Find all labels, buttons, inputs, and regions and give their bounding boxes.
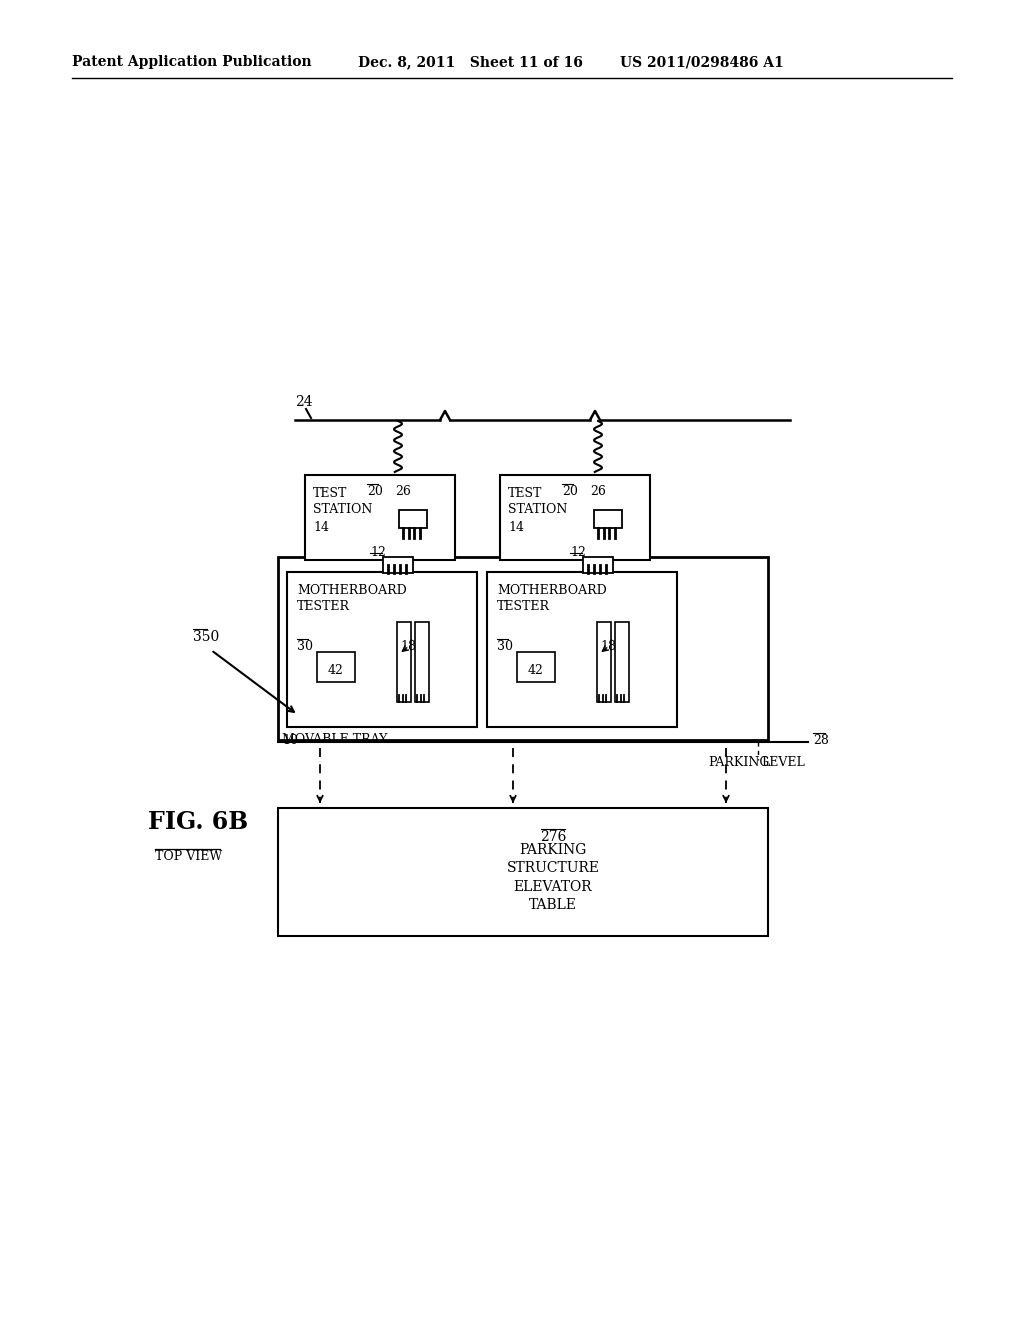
Bar xyxy=(583,557,613,573)
Text: MOVABLE TRAY: MOVABLE TRAY xyxy=(282,733,387,746)
Bar xyxy=(615,622,629,702)
Bar xyxy=(278,808,768,936)
Text: PARKING: PARKING xyxy=(708,756,769,770)
Text: Patent Application Publication: Patent Application Publication xyxy=(72,55,311,69)
Text: 10: 10 xyxy=(282,734,298,747)
Text: 12: 12 xyxy=(370,546,386,560)
Bar xyxy=(594,510,622,528)
Text: 350: 350 xyxy=(193,630,219,644)
Bar xyxy=(317,652,355,682)
Bar xyxy=(597,622,611,702)
Bar xyxy=(383,557,413,573)
Text: Dec. 8, 2011   Sheet 11 of 16: Dec. 8, 2011 Sheet 11 of 16 xyxy=(358,55,583,69)
Text: 26: 26 xyxy=(395,484,411,498)
Bar xyxy=(500,475,650,560)
Text: 30: 30 xyxy=(297,640,313,653)
Text: 42: 42 xyxy=(528,664,544,676)
Text: 26: 26 xyxy=(590,484,606,498)
Text: 28: 28 xyxy=(813,734,828,747)
Text: TEST
STATION: TEST STATION xyxy=(313,487,373,516)
Bar xyxy=(305,475,455,560)
Text: 20: 20 xyxy=(562,484,578,498)
Text: 14: 14 xyxy=(508,521,524,535)
Bar xyxy=(278,557,768,741)
Bar xyxy=(399,510,427,528)
Text: 42: 42 xyxy=(328,664,344,676)
Text: 20: 20 xyxy=(367,484,383,498)
Text: FIG. 6B: FIG. 6B xyxy=(148,810,248,834)
Bar xyxy=(517,652,555,682)
Text: TOP VIEW: TOP VIEW xyxy=(155,850,222,863)
Text: LEVEL: LEVEL xyxy=(761,756,805,770)
Text: PARKING
STRUCTURE
ELEVATOR
TABLE: PARKING STRUCTURE ELEVATOR TABLE xyxy=(507,843,599,912)
Bar xyxy=(287,572,477,727)
Text: MOTHERBOARD
TESTER: MOTHERBOARD TESTER xyxy=(297,583,407,612)
Text: 12: 12 xyxy=(570,546,586,560)
Text: 14: 14 xyxy=(313,521,329,535)
Bar xyxy=(487,572,677,727)
Text: TEST
STATION: TEST STATION xyxy=(508,487,567,516)
Text: 276: 276 xyxy=(540,830,566,843)
Bar xyxy=(415,622,429,702)
Text: 30: 30 xyxy=(497,640,513,653)
Text: 24: 24 xyxy=(295,395,312,409)
Bar xyxy=(397,622,411,702)
Text: 18: 18 xyxy=(600,640,616,653)
Text: MOTHERBOARD
TESTER: MOTHERBOARD TESTER xyxy=(497,583,607,612)
Text: US 2011/0298486 A1: US 2011/0298486 A1 xyxy=(620,55,783,69)
Text: 18: 18 xyxy=(400,640,416,653)
